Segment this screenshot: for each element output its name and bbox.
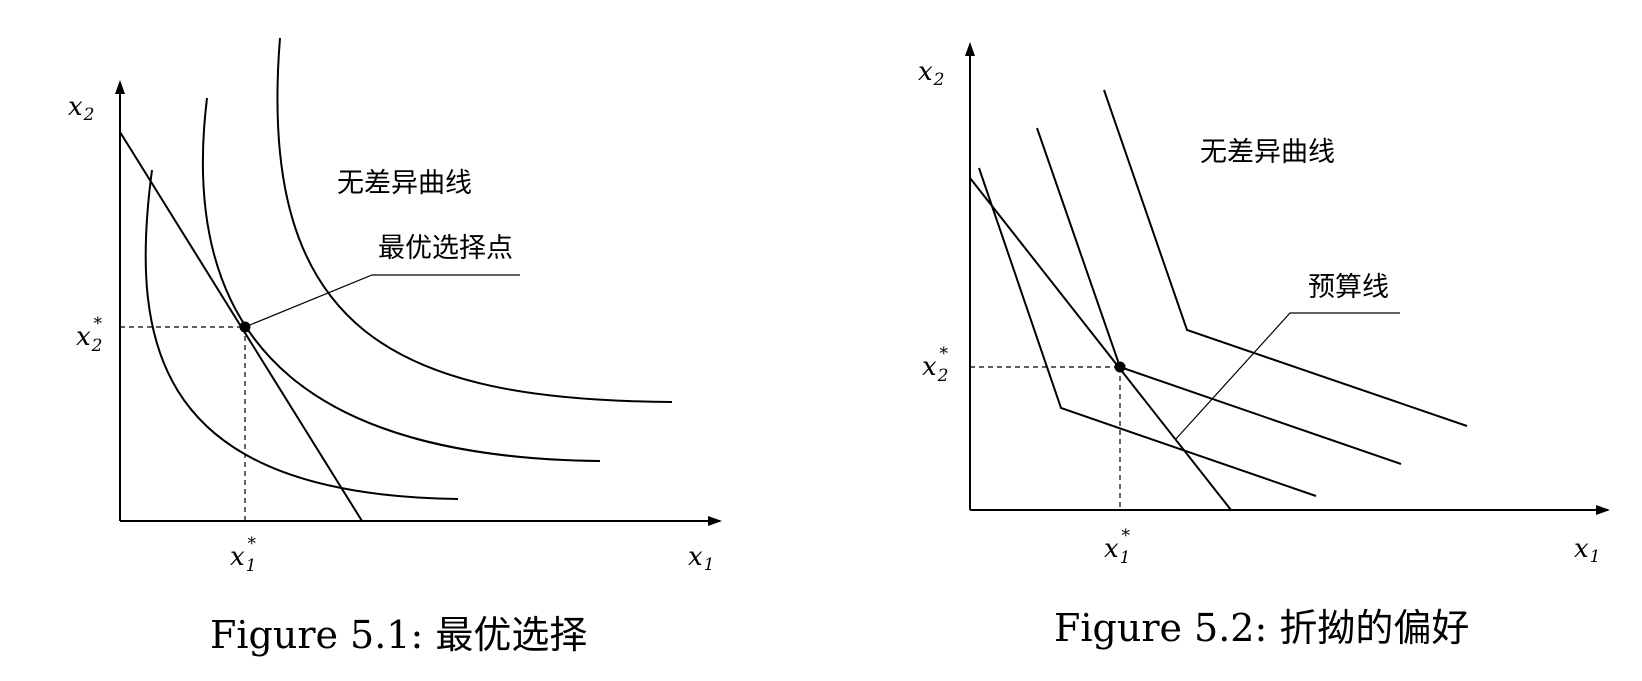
fig2-indifference-label: 无差异曲线 — [1200, 137, 1335, 168]
fig2-x-axis-label: x1 — [1574, 534, 1601, 567]
fig2-budget-line — [969, 177, 1232, 511]
fig2-budget-label: 预算线 — [1308, 272, 1389, 303]
fig1-y-axis-label: x2 — [68, 92, 95, 125]
figure-5-2: x2 x1 x2* x1* 无差异曲线 预算线 Figure 5.2: 折拗的偏… — [918, 42, 1610, 650]
fig2-x2-star-label: x2* — [922, 344, 949, 386]
figure-5-1: x2 x1 x2* x1* 无差异曲线 最优选择点 Figure 5.1: 最优… — [68, 37, 722, 657]
fig2-budget-leader — [1174, 312, 1400, 441]
fig1-optimal-leader — [244, 274, 520, 328]
fig1-x-axis-label: x1 — [688, 542, 715, 575]
fig2-x1-star-label: x1* — [1104, 526, 1131, 568]
fig2-optimal-point — [1114, 361, 1126, 373]
fig2-y-axis-label: x2 — [918, 57, 945, 90]
fig1-caption: Figure 5.1: 最优选择 — [210, 613, 587, 657]
fig2-indifference-curve-3 — [1103, 89, 1468, 427]
fig1-optimal-label: 最优选择点 — [378, 233, 513, 264]
fig1-indifference-curve-2 — [201, 97, 601, 462]
fig1-indifference-label: 无差异曲线 — [337, 168, 472, 199]
fig1-x1-star-label: x1* — [230, 534, 257, 576]
fig1-x2-star-label: x2* — [76, 314, 103, 356]
fig1-indifference-curve-1 — [144, 169, 459, 500]
fig1-indifference-curve-3 — [276, 37, 673, 403]
fig2-caption: Figure 5.2: 折拗的偏好 — [1054, 606, 1469, 650]
fig2-indifference-curve-1 — [978, 167, 1317, 497]
